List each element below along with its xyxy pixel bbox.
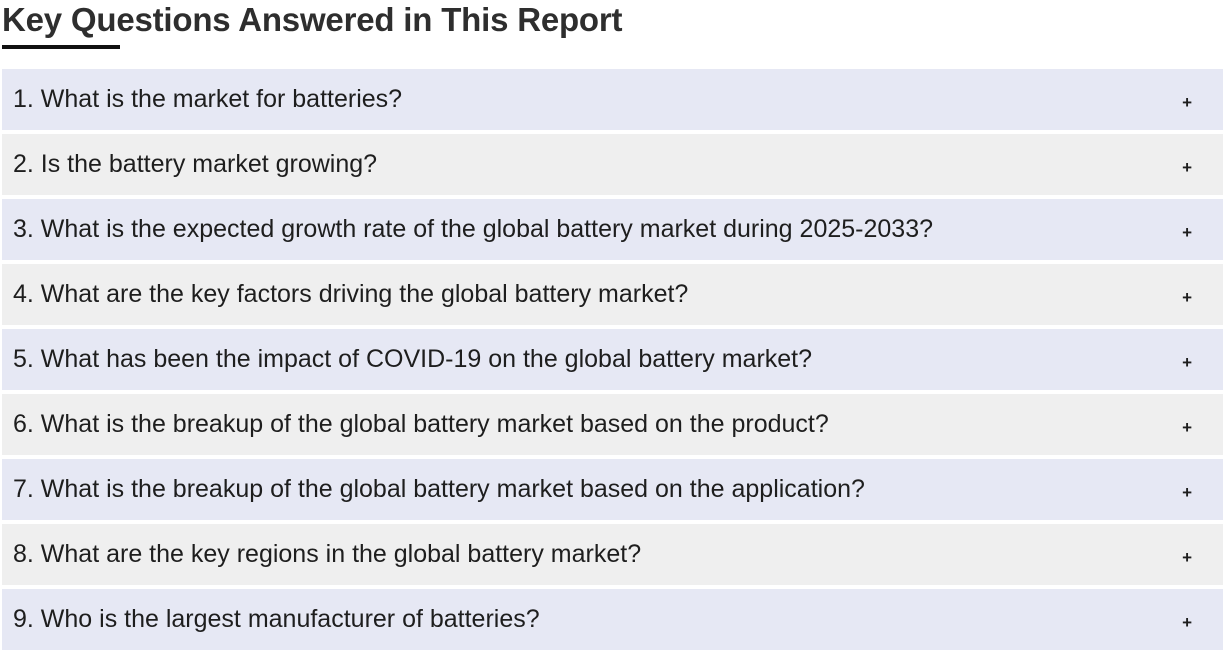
faq-question: 2. Is the battery market growing? (13, 150, 378, 178)
faq-item-8[interactable]: 8. What are the key regions in the globa… (2, 524, 1223, 585)
plus-icon[interactable]: + (1182, 613, 1192, 632)
faq-item-5[interactable]: 5. What has been the impact of COVID-19 … (2, 329, 1223, 390)
plus-icon[interactable]: + (1182, 223, 1192, 242)
faq-item-9[interactable]: 9. Who is the largest manufacturer of ba… (2, 589, 1223, 650)
page-title: Key Questions Answered in This Report (2, 1, 623, 38)
faq-question: 9. Who is the largest manufacturer of ba… (13, 605, 540, 633)
faq-item-3[interactable]: 3. What is the expected growth rate of t… (2, 199, 1223, 260)
faq-accordion: 1. What is the market for batteries? + 2… (2, 69, 1223, 654)
faq-item-7[interactable]: 7. What is the breakup of the global bat… (2, 459, 1223, 520)
section-header: Key Questions Answered in This Report (0, 0, 1228, 60)
faq-item-1[interactable]: 1. What is the market for batteries? + (2, 69, 1223, 130)
plus-icon[interactable]: + (1182, 288, 1192, 307)
plus-icon[interactable]: + (1182, 418, 1192, 437)
title-underline (2, 45, 120, 49)
faq-question: 5. What has been the impact of COVID-19 … (13, 345, 813, 373)
plus-icon[interactable]: + (1182, 483, 1192, 502)
plus-icon[interactable]: + (1182, 158, 1192, 177)
faq-question: 7. What is the breakup of the global bat… (13, 475, 865, 503)
plus-icon[interactable]: + (1182, 93, 1192, 112)
faq-item-2[interactable]: 2. Is the battery market growing? + (2, 134, 1223, 195)
plus-icon[interactable]: + (1182, 353, 1192, 372)
faq-item-6[interactable]: 6. What is the breakup of the global bat… (2, 394, 1223, 455)
faq-question: 1. What is the market for batteries? (13, 85, 403, 113)
faq-item-4[interactable]: 4. What are the key factors driving the … (2, 264, 1223, 325)
faq-question: 3. What is the expected growth rate of t… (13, 215, 933, 243)
faq-question: 8. What are the key regions in the globa… (13, 540, 642, 568)
faq-question: 4. What are the key factors driving the … (13, 280, 689, 308)
plus-icon[interactable]: + (1182, 548, 1192, 567)
faq-question: 6. What is the breakup of the global bat… (13, 410, 829, 438)
